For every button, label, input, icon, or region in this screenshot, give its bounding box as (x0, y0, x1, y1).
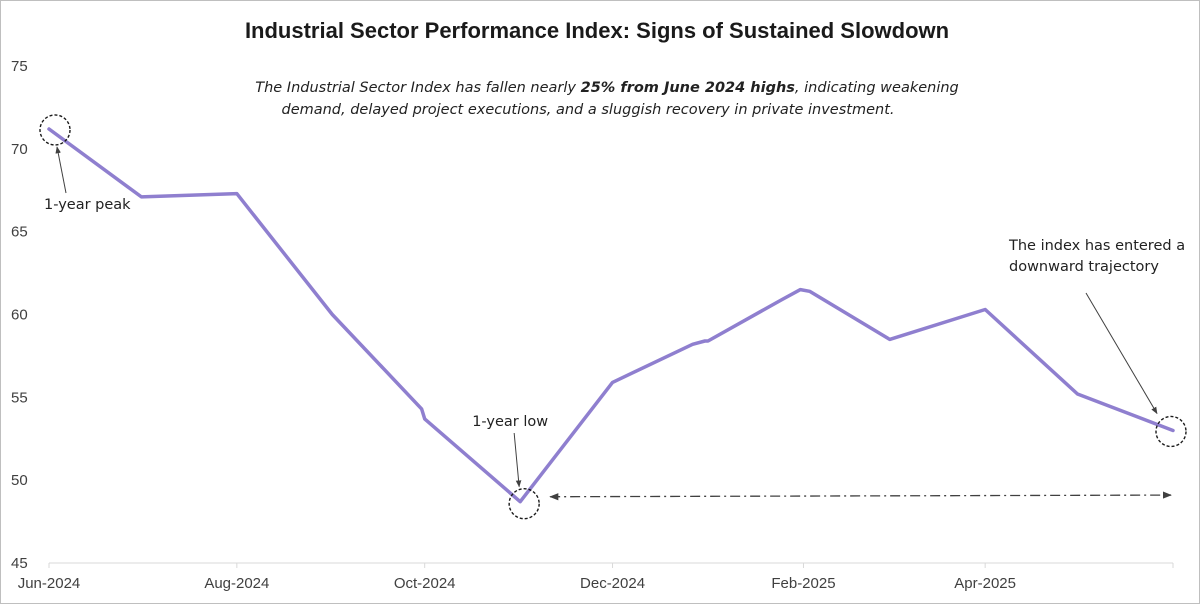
data-point (235, 192, 239, 195)
x-tick-label: Aug-2024 (204, 575, 269, 592)
data-point (983, 308, 987, 311)
data-point (420, 407, 423, 411)
trend-highlight-ring (1155, 415, 1187, 448)
series-line (47, 127, 1175, 504)
series-group (47, 127, 1175, 504)
chart-subtitle-line-2: demand, delayed project executions, and … (281, 102, 894, 118)
data-point (331, 313, 334, 316)
chart-subtitle-line-1: The Industrial Sector Index has fallen n… (255, 80, 959, 96)
trend-label: The index has entered a (1008, 238, 1185, 254)
data-point (703, 339, 707, 343)
axes: 45 50 55 60 65 70 75 Jun-2024 Aug-2024 Oct-2024 De… (11, 58, 1174, 592)
annotations: 1-year peak 1-year low The index has enter… (39, 114, 1187, 520)
data-point (691, 343, 694, 346)
reference-line (549, 491, 1172, 501)
x-tick-label: Oct-2024 (394, 575, 456, 592)
chart-title: Industrial Sector Performance Index: Sig… (245, 18, 949, 43)
y-tick-label: 70 (11, 141, 28, 158)
subtitle-prefix: The Industrial Sector Index has fallen n… (255, 80, 580, 96)
subtitle-suffix: , indicating weakening (795, 80, 959, 96)
y-tick-label: 65 (11, 224, 28, 241)
data-point (706, 339, 710, 343)
x-tick-label: Jun-2024 (18, 575, 81, 592)
data-point (780, 298, 784, 301)
y-tick-label: 45 (11, 555, 28, 572)
data-point (888, 338, 891, 341)
data-point (611, 381, 614, 384)
data-point (47, 127, 51, 131)
x-tick-label: Feb-2025 (771, 575, 835, 592)
data-point (808, 290, 811, 293)
data-point (1171, 429, 1175, 432)
x-tick-label: Dec-2024 (580, 575, 645, 592)
low-highlight-ring (508, 488, 540, 520)
y-tick-label: 50 (11, 472, 28, 489)
data-point (423, 417, 426, 421)
data-point (1076, 392, 1079, 396)
trend-arrow (1085, 292, 1158, 415)
trend-label: downward trajectory (1009, 259, 1159, 275)
peak-arrow (55, 146, 67, 194)
low-arrow (513, 432, 522, 488)
data-point (140, 195, 143, 199)
low-label: 1-year low (472, 414, 548, 430)
y-tick-label: 55 (11, 389, 28, 406)
reference-line-group (549, 491, 1172, 501)
subtitle-highlight: 25% from June 2024 highs (581, 80, 796, 96)
x-tick-label: Apr-2025 (954, 575, 1016, 592)
peak-highlight-ring (39, 114, 71, 146)
peak-label: 1-year peak (44, 197, 131, 213)
y-tick-label: 60 (11, 307, 28, 324)
data-point (799, 288, 802, 291)
y-tick-label: 75 (11, 58, 28, 75)
data-point (518, 500, 522, 503)
